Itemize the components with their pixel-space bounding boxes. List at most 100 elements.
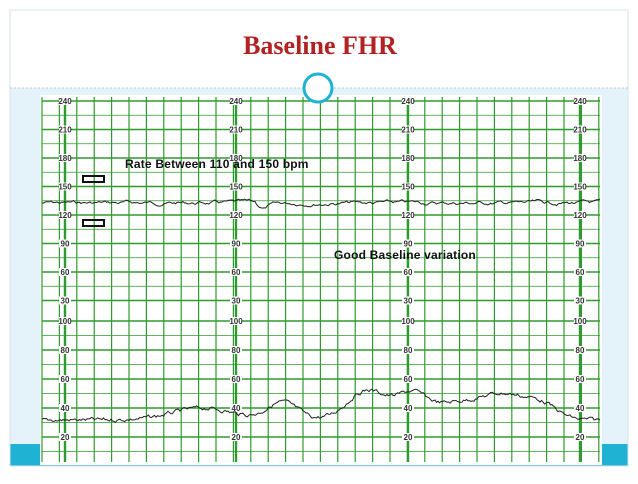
label-bg bbox=[402, 239, 414, 248]
label-bg bbox=[574, 211, 586, 219]
scale-label: 120 bbox=[58, 211, 72, 220]
label-bg bbox=[230, 346, 242, 354]
label-bg bbox=[574, 317, 586, 325]
label-bg bbox=[574, 154, 586, 162]
slide-border bbox=[9, 9, 629, 467]
scale-label: 240 bbox=[58, 97, 72, 106]
label-bg bbox=[402, 211, 414, 219]
scale-label: 80 bbox=[404, 346, 413, 355]
label-bg bbox=[574, 239, 586, 248]
label-bg bbox=[230, 296, 242, 305]
scale-label: 150 bbox=[229, 183, 243, 192]
scale-label: 30 bbox=[576, 297, 585, 306]
scale-label: 180 bbox=[58, 154, 72, 163]
label-bg bbox=[59, 346, 71, 354]
scale-label: 150 bbox=[573, 183, 587, 192]
scale-label: 40 bbox=[404, 404, 413, 413]
label-bg bbox=[59, 433, 71, 441]
range-marker bbox=[82, 219, 105, 227]
scale-label: 100 bbox=[229, 317, 243, 326]
scale-label: 210 bbox=[401, 126, 415, 135]
label-bg bbox=[574, 125, 586, 134]
scale-label: 120 bbox=[573, 211, 587, 220]
ctg-grid: 240 210 180 150 120 90 60 30 100 80 60 40 20 240 210 18… bbox=[41, 97, 600, 462]
scale-label: 30 bbox=[61, 297, 70, 306]
scale-label: 210 bbox=[573, 126, 587, 135]
label-bg bbox=[59, 125, 71, 134]
ctg-traces bbox=[41, 198, 601, 423]
label-bg bbox=[230, 317, 242, 325]
scale-label: 20 bbox=[576, 433, 585, 442]
label-bg bbox=[230, 239, 242, 248]
scale-label: 180 bbox=[573, 154, 587, 163]
ornament bbox=[302, 72, 334, 104]
scale-label: 150 bbox=[401, 183, 415, 192]
label-bg bbox=[59, 239, 71, 248]
scale-label: 240 bbox=[229, 97, 243, 106]
scale-label: 60 bbox=[576, 375, 585, 384]
label-bg bbox=[574, 404, 586, 412]
scale-label: 20 bbox=[404, 433, 413, 442]
scale-label: 90 bbox=[61, 240, 70, 249]
range-marker bbox=[82, 175, 105, 183]
scale-label: 60 bbox=[232, 268, 241, 277]
label-bg bbox=[230, 211, 242, 219]
scale-label: 20 bbox=[61, 433, 70, 442]
label-bg bbox=[230, 268, 242, 276]
scale-label: 100 bbox=[401, 317, 415, 326]
scale-label: 210 bbox=[58, 126, 72, 135]
scale-label: 80 bbox=[232, 346, 241, 355]
scale-label: 60 bbox=[404, 268, 413, 277]
scale-label: 60 bbox=[61, 375, 70, 384]
fhr-trace bbox=[41, 198, 601, 209]
scale-label: 40 bbox=[61, 404, 70, 413]
label-bg bbox=[402, 296, 414, 305]
scale-label: 240 bbox=[573, 97, 587, 106]
scale-label: 210 bbox=[229, 126, 243, 135]
scale-label: 30 bbox=[404, 297, 413, 306]
scale-label: 20 bbox=[232, 433, 241, 442]
label-bg bbox=[574, 268, 586, 276]
annotation: Good Baseline variation bbox=[334, 248, 476, 262]
label-bg bbox=[574, 375, 586, 383]
toco-trace bbox=[41, 388, 601, 423]
scale-label: 100 bbox=[58, 317, 72, 326]
annotation: Rate Between 110 and 150 bpm bbox=[125, 157, 309, 171]
label-bg bbox=[230, 404, 242, 412]
label-bg bbox=[230, 97, 242, 105]
scale-label: 80 bbox=[61, 346, 70, 355]
scale-label: 90 bbox=[232, 240, 241, 249]
label-bg bbox=[230, 433, 242, 441]
scale-label: 40 bbox=[576, 404, 585, 413]
scale-label: 180 bbox=[401, 154, 415, 163]
scale-label: 60 bbox=[232, 375, 241, 384]
label-bg bbox=[574, 433, 586, 441]
label-bg bbox=[59, 154, 71, 162]
scale-label: 90 bbox=[404, 240, 413, 249]
scale-label: 40 bbox=[232, 404, 241, 413]
label-bg bbox=[59, 268, 71, 276]
label-bg bbox=[59, 375, 71, 383]
label-bg bbox=[402, 125, 414, 134]
label-bg bbox=[402, 268, 414, 276]
label-bg bbox=[402, 317, 414, 325]
scale-label: 30 bbox=[232, 297, 241, 306]
scale-label: 80 bbox=[576, 346, 585, 355]
scale-label: 100 bbox=[573, 317, 587, 326]
label-bg bbox=[574, 97, 586, 105]
scale-label: 120 bbox=[229, 211, 243, 220]
scale-label: 240 bbox=[401, 97, 415, 106]
label-bg bbox=[402, 433, 414, 441]
label-bg bbox=[59, 404, 71, 412]
scale-label: 180 bbox=[229, 154, 243, 163]
label-bg bbox=[574, 182, 586, 191]
label-bg bbox=[402, 154, 414, 162]
label-bg bbox=[402, 346, 414, 354]
label-bg bbox=[230, 154, 242, 162]
scale-label: 90 bbox=[576, 240, 585, 249]
label-bg bbox=[574, 296, 586, 305]
label-bg bbox=[59, 317, 71, 325]
label-bg bbox=[59, 211, 71, 219]
